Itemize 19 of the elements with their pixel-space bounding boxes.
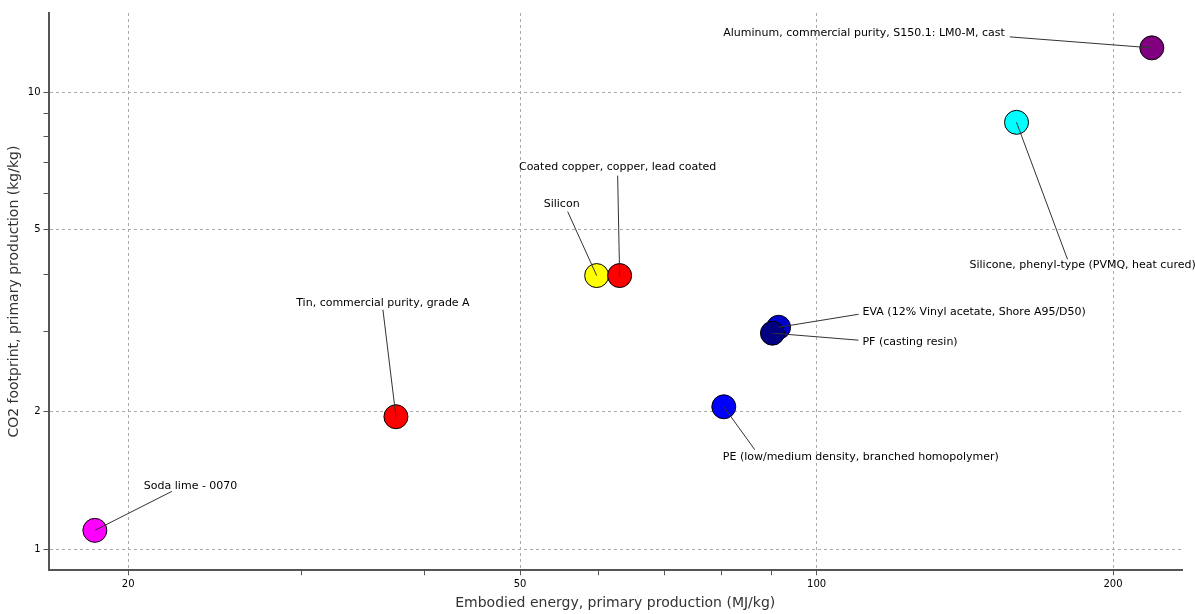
x-tick-label: 50 (513, 577, 527, 589)
x-tick-label: 200 (1103, 577, 1123, 589)
annotation: Aluminum, commercial purity, S150.1: LM0-M, cast (723, 25, 1006, 39)
x-axis-title: Embodied energy, primary production (MJ/kg) (455, 594, 776, 611)
annotation: PF (casting resin) (862, 335, 958, 349)
annotation: Coated copper, copper, lead coated (518, 160, 717, 174)
annotation: Soda lime - 0070 (143, 479, 238, 493)
y-tick-label: 10 (27, 85, 41, 97)
annotation: Silicone, phenyl-type (PVMQ, heat cured) (969, 258, 1195, 272)
annotation: EVA (12% Vinyl acetate, Shore A95/D50) (862, 305, 1086, 319)
annotation: Silicon (543, 197, 580, 211)
x-tick-label: 20 (121, 577, 135, 589)
y-axis-title: CO2 footprint, primary production (kg/kg) (5, 145, 22, 438)
annotation: Tin, commercial purity, grade A (295, 295, 471, 309)
y-tick-label: 1 (34, 542, 41, 554)
x-tick-label: 100 (807, 577, 827, 589)
y-tick-label: 5 (34, 223, 41, 235)
annotation: PE (low/medium density, branched homopolymer) (722, 449, 999, 463)
y-tick-label: 2 (34, 405, 41, 417)
